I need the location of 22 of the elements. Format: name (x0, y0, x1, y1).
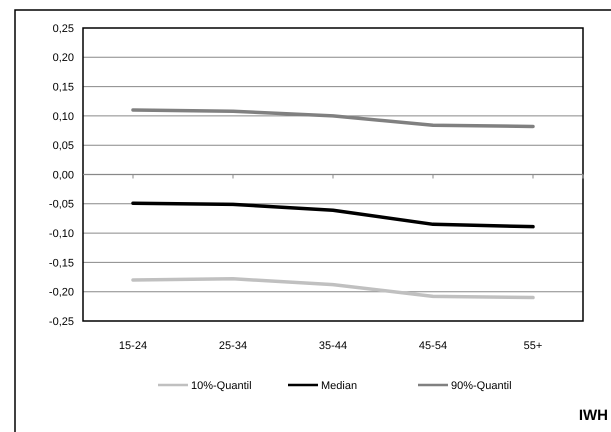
x-tick-label: 15-24 (118, 340, 148, 352)
x-tick-label: 55+ (524, 340, 542, 352)
x-tick-label: 35-44 (318, 340, 348, 352)
line-series (131, 201, 535, 228)
y-tick-label: -0,10 (48, 228, 74, 240)
y-tick-label: 0,00 (52, 169, 74, 182)
line-series (131, 277, 535, 300)
y-tick-label: -0,25 (48, 316, 74, 328)
y-tick-label: -0,15 (48, 257, 74, 270)
text: IWH (578, 407, 608, 424)
y-tick-label: -0,20 (48, 286, 74, 299)
y-tick-label: 0,20 (52, 52, 74, 64)
legend-label: 10%-Quantil (191, 380, 252, 392)
x-tick-label: 25-34 (218, 340, 248, 352)
y-tick-label: 0,15 (52, 81, 74, 94)
y-tick-label: 0,05 (52, 140, 74, 152)
y-tick-label: 0,10 (52, 110, 74, 123)
y-tick-label: -0,05 (48, 198, 74, 211)
y-tick-label: 0,25 (52, 22, 74, 35)
x-tick-label: 45-54 (418, 340, 448, 352)
legend-label: Median (321, 380, 358, 392)
legend-label: 90%-Quantil (451, 380, 512, 392)
